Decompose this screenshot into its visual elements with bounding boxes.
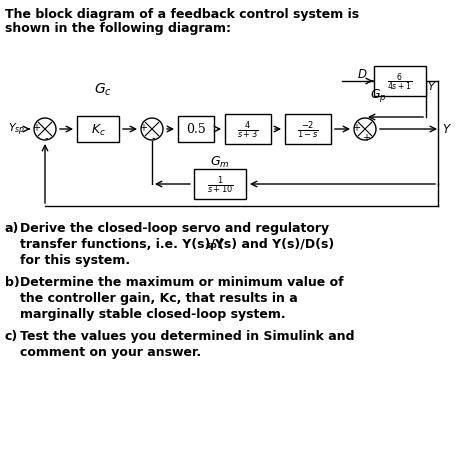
Bar [285,115,331,145]
Text: marginally stable closed-loop system.: marginally stable closed-loop system. [20,307,286,320]
Text: the controller gain, Kc, that results in a: the controller gain, Kc, that results in… [20,291,298,304]
Text: for this system.: for this system. [20,253,130,267]
Bar [77,117,119,143]
Text: c): c) [5,329,18,342]
Text: comment on your answer.: comment on your answer. [20,345,201,358]
Text: $Y$: $Y$ [442,123,452,136]
Text: $G_m$: $G_m$ [210,154,230,169]
Text: sp: sp [206,241,218,249]
Bar [225,115,271,145]
Text: The block diagram of a feedback control system is: The block diagram of a feedback control … [5,8,359,21]
Text: $\frac{-2}{1-s}$: $\frac{-2}{1-s}$ [297,119,319,141]
Text: Determine the maximum or minimum value of: Determine the maximum or minimum value o… [20,275,344,288]
Text: -: - [44,133,48,143]
Text: transfer functions, i.e. Y(s)/Y: transfer functions, i.e. Y(s)/Y [20,238,224,250]
Text: a): a) [5,222,19,234]
Text: $Y_{sp}$: $Y_{sp}$ [8,121,26,138]
Text: 0.5: 0.5 [186,123,206,136]
Text: $\frac{1}{s+10}$: $\frac{1}{s+10}$ [207,174,233,195]
Bar [178,117,214,143]
Text: Derive the closed-loop servo and regulatory: Derive the closed-loop servo and regulat… [20,222,329,234]
Text: $\frac{4}{s+3}$: $\frac{4}{s+3}$ [237,119,259,141]
Text: $\frac{6}{4s+1}$: $\frac{6}{4s+1}$ [387,71,413,92]
Text: +: + [32,123,40,133]
Text: $D$: $D$ [357,67,367,81]
Text: $K_c$: $K_c$ [91,122,105,137]
Text: $Y$: $Y$ [427,80,437,92]
Text: $G_p$: $G_p$ [370,87,386,104]
Text: +: + [362,133,370,143]
Text: (s) and Y(s)/D(s): (s) and Y(s)/D(s) [218,238,334,250]
Text: +: + [352,123,360,133]
Text: Test the values you determined in Simulink and: Test the values you determined in Simuli… [20,329,355,342]
Bar [194,170,246,200]
Bar [374,67,426,97]
Text: b): b) [5,275,20,288]
Text: $G_c$: $G_c$ [94,81,112,98]
Text: -: - [151,133,155,143]
Text: +: + [139,123,147,133]
Text: shown in the following diagram:: shown in the following diagram: [5,22,231,35]
